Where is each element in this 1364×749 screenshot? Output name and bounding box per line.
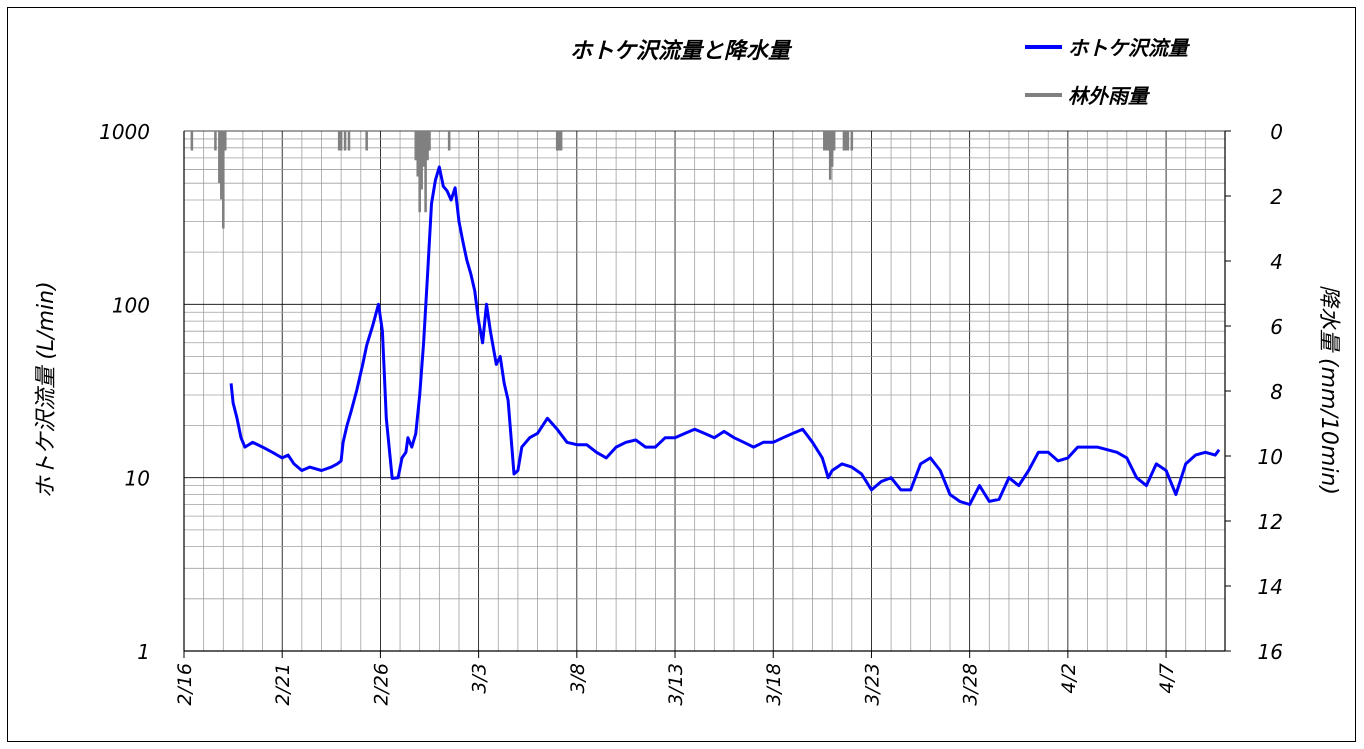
x-tick-label: 4/2 (1058, 663, 1080, 694)
y-right-tick-label: 10 (1258, 445, 1283, 469)
rain-bar (416, 131, 420, 177)
rain-bar (832, 131, 836, 151)
rain-bar (559, 131, 563, 151)
rain-bar (823, 131, 826, 151)
rain-bar (830, 131, 834, 167)
y-left-tick-label: 1 (137, 640, 150, 664)
rain-bar (223, 131, 227, 151)
rain-bar (339, 131, 343, 151)
rain-bar (426, 131, 429, 161)
y-right-tick-label: 6 (1270, 315, 1283, 339)
rain-bar (825, 131, 828, 151)
flow-series (229, 165, 1221, 506)
rain-bar (555, 131, 559, 151)
rain-bar (850, 131, 854, 151)
grid-layer (183, 130, 1226, 652)
y-right-tick-label: 12 (1258, 510, 1283, 534)
rain-bar (365, 131, 368, 151)
legend: ホトケ沢流量 林外雨量 (1025, 36, 1191, 108)
x-tick-label: 4/7 (1156, 663, 1178, 694)
chart-title: ホトケ沢流量と降水量 (570, 39, 793, 64)
rain-bar (826, 131, 830, 151)
x-tick-label: 3/8 (567, 663, 589, 694)
rain-bar (347, 131, 351, 151)
rain-bar (214, 131, 217, 151)
rain-bar (222, 131, 225, 229)
rain-bar (337, 131, 341, 151)
legend-rain-label: 林外雨量 (1068, 84, 1151, 108)
x-tick-label: 3/23 (861, 663, 883, 706)
rain-series (190, 131, 854, 229)
x-tick-label: 3/13 (665, 663, 687, 706)
rain-bar (414, 131, 418, 161)
rain-bar (557, 131, 561, 151)
y-left-tick-label: 100 (112, 293, 150, 317)
rain-bar (428, 131, 431, 151)
axes-layer: 1 10 100 1000 0 2 4 6 8 10 12 14 16 2/16 2/21 2/26 3/3 3/… (99, 120, 1283, 706)
chart-frame (7, 7, 1356, 742)
x-tick-label: 2/16 (174, 663, 196, 706)
rain-bar (422, 131, 425, 167)
y-left-tick-label: 1000 (99, 120, 150, 144)
y-left-tick-label: 10 (125, 467, 150, 491)
x-tick-label: 2/26 (370, 663, 392, 706)
y-right-axis-label: 降水量 (mm/10min) (1316, 285, 1341, 495)
legend-flow-label: ホトケ沢流量 (1068, 36, 1191, 60)
rain-bar (220, 131, 223, 200)
rain-bar (420, 131, 423, 190)
y-left-axis-label: ホトケ沢流量 (L/min) (34, 281, 59, 498)
x-tick-label: 3/3 (469, 663, 491, 694)
x-tick-label: 3/18 (763, 663, 785, 706)
flow-line (229, 165, 1221, 506)
y-right-tick-label: 8 (1270, 380, 1283, 404)
rain-bar (218, 131, 221, 183)
y-right-tick-label: 16 (1258, 640, 1283, 664)
x-tick-label: 3/28 (960, 663, 982, 706)
y-right-tick-label: 14 (1258, 575, 1283, 599)
rain-bar (842, 131, 846, 151)
y-right-tick-label: 2 (1270, 185, 1283, 209)
rain-bar (844, 131, 848, 151)
y-right-tick-label: 4 (1270, 250, 1283, 274)
rain-bar (424, 131, 427, 213)
rain-bar (846, 131, 850, 151)
rain-bar (828, 131, 832, 180)
rain-bar (447, 131, 451, 151)
x-tick-label: 2/21 (272, 663, 294, 706)
y-right-tick-label: 0 (1270, 120, 1283, 144)
rain-bar (418, 131, 421, 213)
rain-bar (190, 131, 194, 151)
rain-bar (343, 131, 347, 151)
